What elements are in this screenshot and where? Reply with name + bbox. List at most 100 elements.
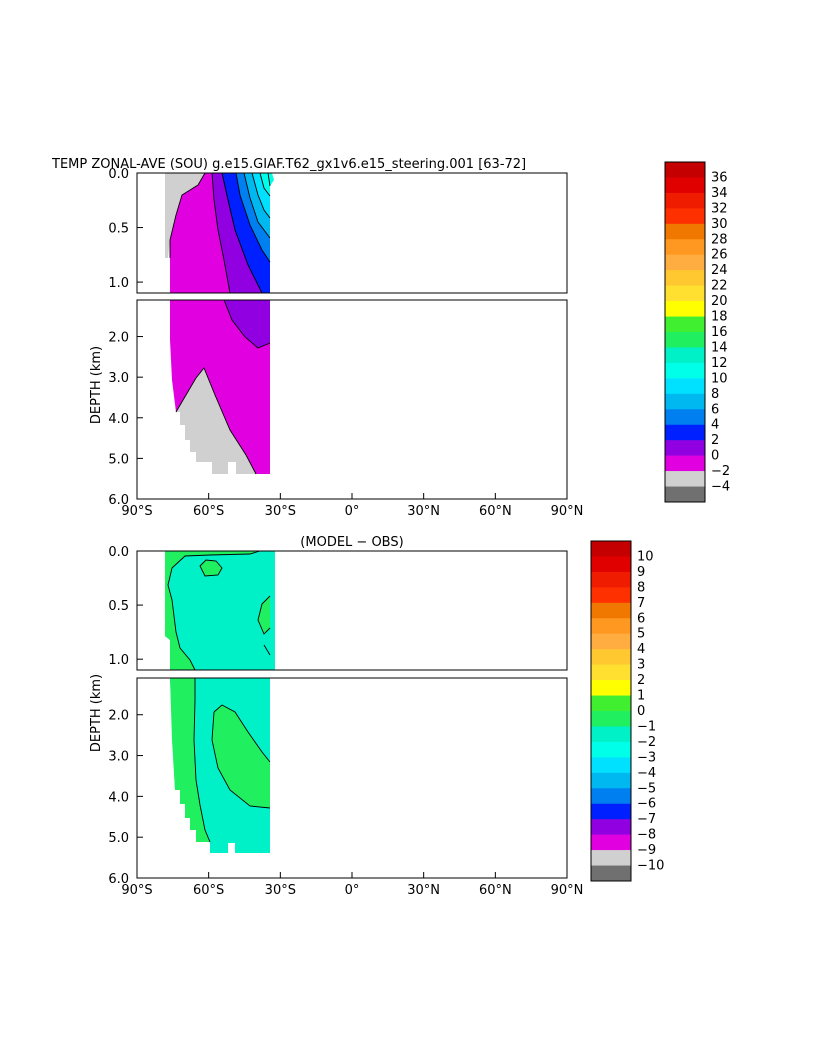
bottom-upper-contours [167, 550, 271, 671]
colorbar-swatch [591, 571, 631, 588]
y-tick-label: 6.0 [108, 872, 129, 887]
colorbar-swatch [665, 285, 705, 302]
y-tick-label: 2.0 [108, 331, 129, 346]
x-tick-label: 30°N [407, 883, 440, 898]
colorbar-label: 24 [711, 263, 728, 278]
colorbar-label: −3 [637, 750, 656, 765]
colorbar-label: −5 [637, 781, 656, 796]
colorbar-swatch [591, 587, 631, 604]
colorbar-label: 1 [637, 689, 645, 704]
colorbar-label: 9 [637, 565, 645, 580]
y-tick-label: 3.0 [108, 750, 129, 765]
x-tick-label: 90°S [121, 504, 152, 519]
top-lower-gray-region [176, 368, 256, 474]
colorbar-swatch [665, 223, 705, 240]
top-upper-blue-region [222, 173, 270, 293]
x-tick-label: 30°N [407, 504, 440, 519]
colorbar-label: −2 [711, 464, 730, 479]
top-upper-band-6-8 [236, 173, 270, 262]
x-tick-label: 60°N [479, 883, 512, 898]
colorbar-label: 0 [711, 449, 719, 464]
colorbar-swatch [665, 440, 705, 456]
colorbar-label: 10 [711, 371, 728, 386]
bottom-lower-contours [193, 678, 271, 843]
colorbar-label: 6 [711, 402, 719, 417]
y-tick-label: 4.0 [108, 412, 129, 427]
colorbar-label: 8 [637, 580, 645, 595]
colorbar-swatch [665, 424, 705, 441]
colorbar-label: 2 [637, 673, 645, 688]
y-tick-label: 3.0 [108, 371, 129, 386]
colorbar-label: 22 [711, 279, 728, 294]
colorbar-label: −4 [637, 766, 656, 781]
top-upper-contours [169, 172, 271, 294]
colorbar-swatch [591, 788, 631, 805]
colorbar-swatch [665, 378, 705, 395]
colorbar-swatch [665, 486, 705, 503]
colorbar-swatch [591, 711, 631, 727]
top-lower-contours [175, 299, 271, 475]
y-tick-label: 0.5 [108, 222, 129, 237]
colorbar-label: −4 [711, 480, 730, 495]
bottom-lower-green-left [170, 678, 210, 842]
colorbar-swatch [591, 757, 631, 774]
colorbar-label: 18 [711, 310, 728, 325]
colorbar-swatch [665, 192, 705, 209]
colorbar-label: −10 [637, 859, 664, 874]
colorbar-label: 0 [637, 704, 645, 719]
colorbar-label: 36 [711, 170, 728, 185]
colorbar-swatch [591, 618, 631, 635]
colorbar-label: 16 [711, 325, 728, 340]
colorbar-label: 7 [637, 596, 645, 611]
colorbar-label: 28 [711, 232, 728, 247]
bottom-upper-green-left [165, 551, 260, 670]
x-tick-label: 90°N [551, 883, 584, 898]
colorbar-label: 12 [711, 356, 728, 371]
colorbar-label: 20 [711, 294, 728, 309]
colorbar-frame [664, 161, 706, 503]
colorbar-swatch [665, 362, 705, 379]
top-upper-band-10-12 [252, 173, 270, 218]
colorbar-swatch [665, 254, 705, 271]
top-axis-ticks: 90°S 60°S 30°S 0° 30°N 60°N 90°N 0.0 0.5 1.0 2.0 3.… [108, 167, 583, 519]
colorbar-swatch [591, 803, 631, 820]
colorbar-swatch [591, 834, 631, 851]
top-upper-field [165, 172, 274, 294]
top-title: TEMP ZONAL-AVE (SOU) g.e15.GIAF.T62_gx1v… [51, 157, 526, 172]
bottom-ylabel: DEPTH (km) [89, 674, 104, 752]
colorbar-label: 14 [711, 340, 728, 355]
bottom-plot [136, 550, 568, 879]
colorbar-frame [590, 540, 632, 882]
top-upper-purple-region [212, 173, 262, 293]
colorbar-swatch [591, 680, 631, 696]
colorbar-label: 4 [711, 418, 719, 433]
colorbar-swatch [665, 393, 705, 410]
y-tick-label: 5.0 [108, 452, 129, 467]
top-lower-magenta-region [170, 300, 270, 474]
colorbar-swatch [665, 270, 705, 286]
colorbar-swatch [591, 850, 631, 866]
colorbar-swatch [591, 649, 631, 665]
x-tick-label: 0° [345, 504, 360, 519]
colorbar-swatch [665, 208, 705, 225]
colorbar-swatch [665, 471, 705, 487]
top-plot [136, 172, 568, 500]
colorbar-swatch [591, 602, 631, 619]
y-tick-label: 0.5 [108, 599, 129, 614]
colorbar-label: 6 [637, 611, 645, 626]
colorbar-label: −9 [637, 843, 656, 858]
top-upper-band-8-10 [244, 173, 270, 238]
colorbar-swatch [665, 316, 705, 333]
x-tick-label: 30°S [265, 883, 296, 898]
y-tick-label: 0.0 [108, 167, 129, 182]
colorbar-label: −7 [637, 812, 656, 827]
top-upper-magenta-region [170, 173, 230, 293]
top-upper-band-12-16 [260, 173, 274, 196]
colorbar-label: −6 [637, 797, 656, 812]
colorbar-label: 34 [711, 186, 728, 201]
colorbar-label: 32 [711, 201, 728, 216]
top-lower-field [170, 299, 271, 475]
colorbar-swatch [665, 301, 705, 317]
colorbar-swatch [665, 455, 705, 472]
